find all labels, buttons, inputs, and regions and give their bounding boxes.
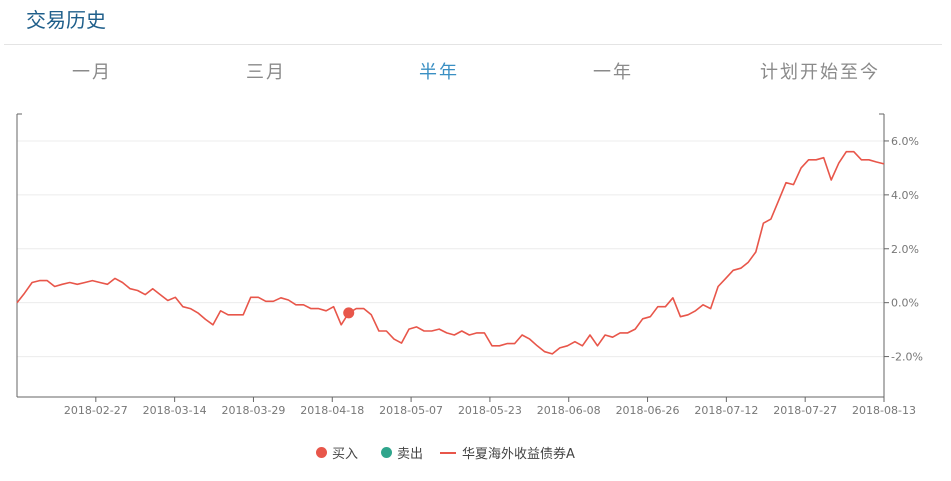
legend-sell-label: 卖出: [397, 447, 424, 462]
y-tick-label: 6.0%: [891, 135, 919, 148]
x-tick-label: 2018-06-08: [537, 404, 601, 417]
title-divider: [4, 44, 942, 45]
period-tabs: 一月 三月 半年 一年 计划开始至今: [0, 58, 951, 86]
tab-one-year[interactable]: 一年: [593, 62, 633, 83]
legend-item-sell[interactable]: 卖出: [381, 443, 423, 462]
x-tick-label: 2018-03-14: [143, 404, 207, 417]
x-tick-label: 2018-05-23: [458, 404, 522, 417]
legend-series-label: 华夏海外收益债券A: [462, 447, 575, 462]
y-tick-label: 4.0%: [891, 189, 919, 202]
legend-buy-label: 买入: [332, 447, 359, 462]
x-tick-label: 2018-04-18: [300, 404, 364, 417]
legend-item-series[interactable]: 华夏海外收益债券A: [440, 443, 575, 462]
performance-chart: -2.0% 0.0% 2.0% 4.0% 6.0% 2018-02-27 2018-03-1…: [16, 113, 923, 417]
tab-three-months[interactable]: 三月: [246, 62, 286, 83]
tab-half-year[interactable]: 半年: [419, 62, 459, 83]
series-line: [16, 150, 885, 355]
x-tick-label: 2018-03-29: [221, 404, 285, 417]
series-line-icon: [440, 451, 456, 454]
buy-marker: [343, 307, 355, 319]
x-tick-label: 2018-05-07: [379, 404, 443, 417]
sell-marker-icon: [381, 447, 392, 458]
legend-item-buy[interactable]: 买入: [316, 443, 358, 462]
x-tick-label: 2018-02-27: [64, 404, 128, 417]
legend: 买入 卖出 华夏海外收益债券A: [0, 443, 951, 463]
y-tick-label: 0.0%: [891, 297, 919, 310]
tab-one-month[interactable]: 一月: [72, 62, 112, 83]
y-tick-label: -2.0%: [891, 351, 923, 364]
page-title: 交易历史: [26, 8, 106, 32]
x-tick-label: 2018-07-12: [694, 404, 758, 417]
y-tick-label: 2.0%: [891, 243, 919, 256]
tab-since-plan-start[interactable]: 计划开始至今: [760, 62, 880, 83]
buy-marker-icon: [316, 447, 327, 458]
x-tick-label: 2018-06-26: [616, 404, 680, 417]
x-tick-label: 2018-07-27: [773, 404, 837, 417]
x-tick-label: 2018-08-13: [852, 404, 916, 417]
